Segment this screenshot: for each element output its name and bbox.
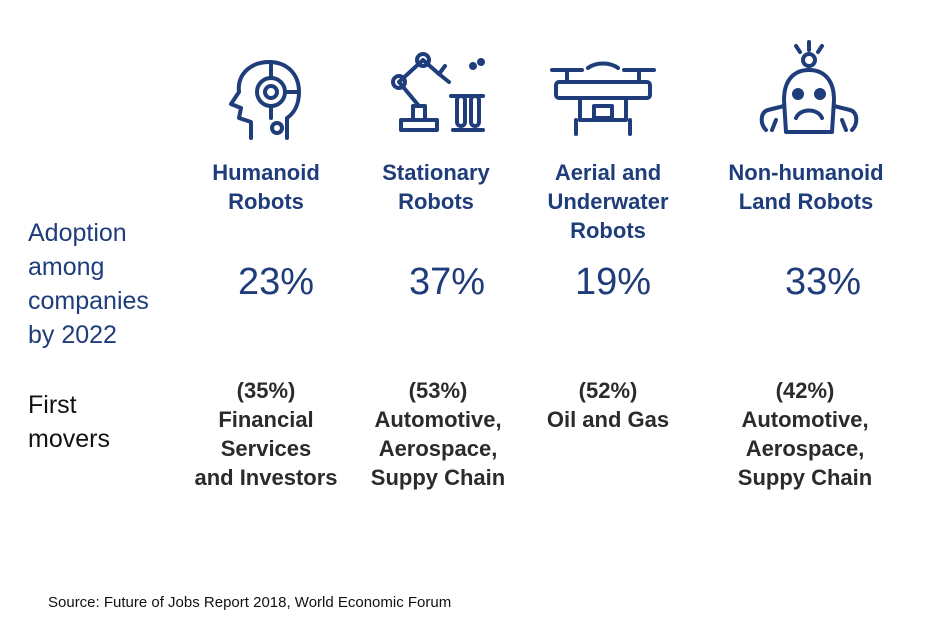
first-mover-line: Services (220, 436, 312, 461)
adoption-value-aerial: 19% (574, 261, 652, 303)
robotic-arm-icon (383, 52, 493, 132)
first-movers-label-line: movers (28, 425, 110, 453)
adoption-label-line: companies (28, 287, 149, 315)
first-movers-row-label: First movers (28, 388, 110, 456)
adoption-value-land: 33% (784, 261, 862, 303)
category-humanoid-robots: Humanoid Robots (171, 158, 361, 216)
first-mover-share: (42%) (775, 378, 835, 403)
first-mover-line: and Investors (194, 465, 338, 490)
adoption-value-humanoid: 23% (237, 261, 315, 303)
category-name-line: Land Robots (738, 189, 874, 214)
first-mover-line: Aerospace, (745, 436, 865, 461)
first-mover-share: (53%) (408, 378, 468, 403)
first-mover-line: Suppy Chain (370, 465, 506, 490)
category-name-line: Humanoid (212, 160, 320, 185)
first-movers-label-line: First (28, 391, 77, 419)
category-stationary-robots: Stationary Robots (341, 158, 531, 216)
category-name-line: Stationary (382, 160, 490, 185)
first-movers-stationary: (53%) Automotive, Aerospace, Suppy Chain (338, 376, 538, 492)
first-mover-line: Suppy Chain (737, 465, 873, 490)
humanoid-robot-head-icon (211, 60, 321, 140)
category-name-line: Underwater (547, 189, 669, 214)
first-mover-line: Financial (218, 407, 314, 432)
category-name-line: Robots (570, 218, 646, 243)
source-note: Source: Future of Jobs Report 2018, Worl… (48, 594, 452, 611)
adoption-row-label: Adoption among companies by 2022 (28, 216, 149, 352)
first-mover-line: Automotive, (741, 407, 869, 432)
adoption-label-line: Adoption (28, 219, 127, 247)
adoption-label-line: among (28, 253, 105, 281)
first-mover-line: Aerospace, (378, 436, 498, 461)
category-non-humanoid-land-robots: Non-humanoid Land Robots (711, 158, 901, 216)
land-robot-icon (754, 40, 864, 140)
first-mover-line: Oil and Gas (546, 407, 670, 432)
first-movers-aerial: (52%) Oil and Gas (508, 376, 708, 434)
first-movers-humanoid: (35%) Financial Services and Investors (166, 376, 366, 492)
first-mover-share: (35%) (236, 378, 296, 403)
category-name-line: Robots (398, 189, 474, 214)
first-mover-share: (52%) (578, 378, 638, 403)
first-movers-land: (42%) Automotive, Aerospace, Suppy Chain (705, 376, 905, 492)
drone-icon (548, 58, 658, 138)
category-name-line: Non-humanoid (728, 160, 884, 185)
category-name-line: Aerial and (554, 160, 662, 185)
adoption-value-stationary: 37% (408, 261, 486, 303)
category-name-line: Robots (228, 189, 304, 214)
first-mover-line: Automotive, (374, 407, 502, 432)
adoption-label-line: by 2022 (28, 321, 117, 349)
category-aerial-underwater-robots: Aerial and Underwater Robots (513, 158, 703, 245)
